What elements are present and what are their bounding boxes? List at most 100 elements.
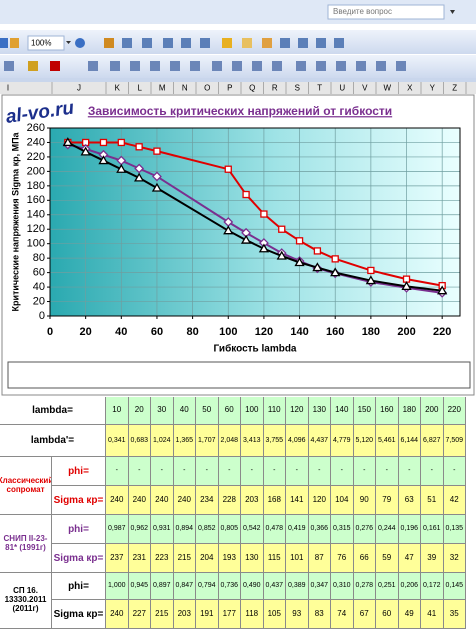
x-tick-label: 180 <box>362 326 380 338</box>
phi-cell: - <box>106 457 129 486</box>
phi-cell: 0,478 <box>263 515 286 544</box>
icon[interactable] <box>262 38 272 48</box>
icon[interactable] <box>296 61 306 71</box>
column-letter: S <box>295 84 300 93</box>
phi-cell: - <box>353 457 376 486</box>
icon[interactable] <box>252 61 262 71</box>
icon[interactable] <box>316 61 326 71</box>
icon[interactable] <box>334 38 344 48</box>
search-dropdown[interactable] <box>450 10 455 14</box>
lambda-cell: 40 <box>173 397 196 425</box>
icon[interactable] <box>50 61 60 71</box>
lambda-cell: 150 <box>353 397 376 425</box>
y-tick-label: 60 <box>33 267 45 279</box>
icon[interactable] <box>212 61 222 71</box>
phi-cell: 0,794 <box>196 573 219 600</box>
search-box[interactable] <box>327 4 445 20</box>
sigma-cell: 234 <box>196 486 219 515</box>
sigma-cell: 83 <box>308 600 331 629</box>
icon[interactable] <box>280 38 290 48</box>
icon[interactable] <box>142 38 152 48</box>
marker <box>276 250 287 260</box>
icon[interactable] <box>200 38 210 48</box>
icon[interactable] <box>316 38 326 48</box>
phi-cell: 0,987 <box>106 515 129 544</box>
y-tick-label: 240 <box>27 136 45 148</box>
icon[interactable] <box>356 61 366 71</box>
icon[interactable] <box>104 38 114 48</box>
sigma-cell: 59 <box>376 544 399 573</box>
icon[interactable] <box>10 38 19 48</box>
sigma-cell: 204 <box>196 544 219 573</box>
icon[interactable] <box>232 61 242 71</box>
phi-cell: 0,278 <box>353 573 376 600</box>
marker <box>116 163 127 173</box>
x-tick-label: 20 <box>80 326 92 338</box>
phi-cell: 0,962 <box>128 515 151 544</box>
icon[interactable] <box>28 61 38 71</box>
icon[interactable] <box>4 61 14 71</box>
plot-border <box>49 127 461 317</box>
row-label: phi= <box>52 573 106 600</box>
sigma-cell: 168 <box>263 486 286 515</box>
sigma-cell: 240 <box>173 486 196 515</box>
column-letter: U <box>339 84 345 93</box>
icon[interactable] <box>0 38 8 48</box>
zoom-box[interactable] <box>27 35 65 51</box>
icon[interactable] <box>110 61 120 71</box>
icon[interactable] <box>242 38 252 48</box>
icon[interactable] <box>396 61 406 71</box>
sigma-cell: 193 <box>218 544 241 573</box>
row-label: Sigma кр= <box>52 544 106 573</box>
icon[interactable] <box>190 61 200 71</box>
icon[interactable] <box>181 38 191 48</box>
row-label: lambda'= <box>0 425 106 457</box>
icon[interactable] <box>150 61 160 71</box>
icon[interactable] <box>336 61 346 71</box>
phi-cell: 0,366 <box>308 515 331 544</box>
sigma-cell: 203 <box>173 600 196 629</box>
lambda-prime-cell: 4,779 <box>331 425 354 457</box>
icon[interactable] <box>122 38 132 48</box>
column-headers: I J K L M N O P Q R S T U V W X Y Z <box>7 82 467 94</box>
zoom-dropdown[interactable] <box>66 41 71 44</box>
sigma-cell: 215 <box>151 600 174 629</box>
legend <box>7 361 471 389</box>
column-letter: T <box>317 84 322 93</box>
icon[interactable] <box>272 61 282 71</box>
y-tick-label: 260 <box>27 122 45 134</box>
lambda-prime-cell: 1,024 <box>151 425 174 457</box>
marker <box>278 225 286 233</box>
icon[interactable] <box>170 61 180 71</box>
phi-cell: 0,251 <box>376 573 399 600</box>
sigma-cell: 41 <box>421 600 444 629</box>
marker <box>153 147 161 155</box>
lambda-prime-cell: 1,365 <box>173 425 196 457</box>
icon[interactable] <box>222 38 232 48</box>
lambda-prime-cell: 3,413 <box>241 425 264 457</box>
phi-cell: - <box>218 457 241 486</box>
lambda-cell: 120 <box>286 397 309 425</box>
x-tick-label: 0 <box>47 326 53 338</box>
sigma-cell: 66 <box>353 544 376 573</box>
lambda-prime-cell: 4,096 <box>286 425 309 457</box>
sigma-cell: 101 <box>286 544 309 573</box>
icon[interactable] <box>163 38 173 48</box>
sheet-top: Введите вопрос 100% <box>0 0 476 396</box>
group-label: Классический сопромат <box>0 457 52 515</box>
icon[interactable] <box>376 61 386 71</box>
phi-cell: - <box>443 457 466 486</box>
lambda-cell: 50 <box>196 397 219 425</box>
icon[interactable] <box>88 61 98 71</box>
marker <box>117 138 125 147</box>
row-label: phi= <box>52 457 106 486</box>
y-tick-label: 40 <box>33 281 45 293</box>
icon[interactable] <box>130 61 140 71</box>
phi-cell: - <box>241 457 264 486</box>
icon[interactable] <box>298 38 308 48</box>
marker <box>294 257 305 267</box>
help-icon[interactable] <box>75 38 85 48</box>
sigma-cell: 141 <box>286 486 309 515</box>
column-letter: W <box>383 84 391 93</box>
column-letter: Q <box>249 84 255 93</box>
